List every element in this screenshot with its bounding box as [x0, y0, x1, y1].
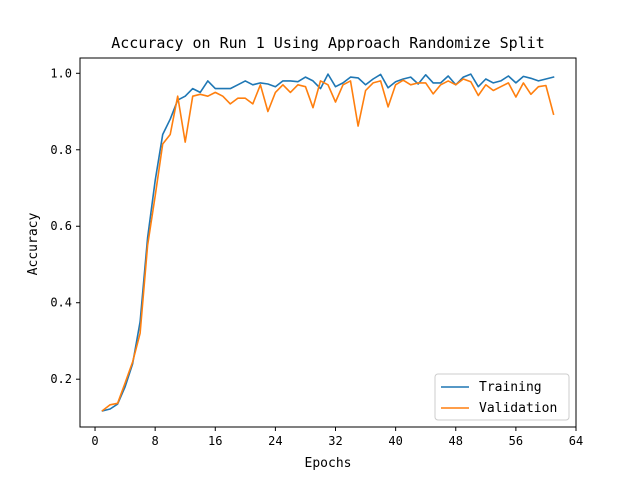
y-tick-label: 0.4 [50, 296, 72, 310]
y-tick-label: 1.0 [50, 66, 72, 80]
x-tick-label: 24 [268, 434, 282, 448]
x-tick-label: 8 [152, 434, 159, 448]
x-tick-label: 16 [208, 434, 222, 448]
y-tick-label: 0.8 [50, 143, 72, 157]
x-tick-label: 48 [449, 434, 463, 448]
x-tick-label: 32 [328, 434, 342, 448]
x-axis-label: Epochs [305, 456, 352, 471]
x-tick-label: 64 [569, 434, 583, 448]
plot-area [79, 57, 577, 428]
plot-frame [79, 57, 577, 428]
axis-ticks: 0 8 16 24 32 40 48 56 64 0.2 0.4 0.6 0.8 1.0 [50, 66, 583, 448]
x-tick-label: 40 [388, 434, 402, 448]
x-tick-label: 56 [509, 434, 523, 448]
y-tick-label: 0.2 [50, 372, 72, 386]
legend: Training Validation [434, 373, 570, 421]
legend-label-validation: Validation [479, 401, 557, 416]
legend-label-training: Training [479, 380, 542, 395]
x-tick-label: 0 [91, 434, 98, 448]
y-tick-label: 0.6 [50, 219, 72, 233]
chart-title: Accuracy on Run 1 Using Approach Randomi… [111, 34, 544, 52]
series-line-validation [101, 78, 555, 412]
y-axis-label: Accuracy [26, 213, 41, 276]
